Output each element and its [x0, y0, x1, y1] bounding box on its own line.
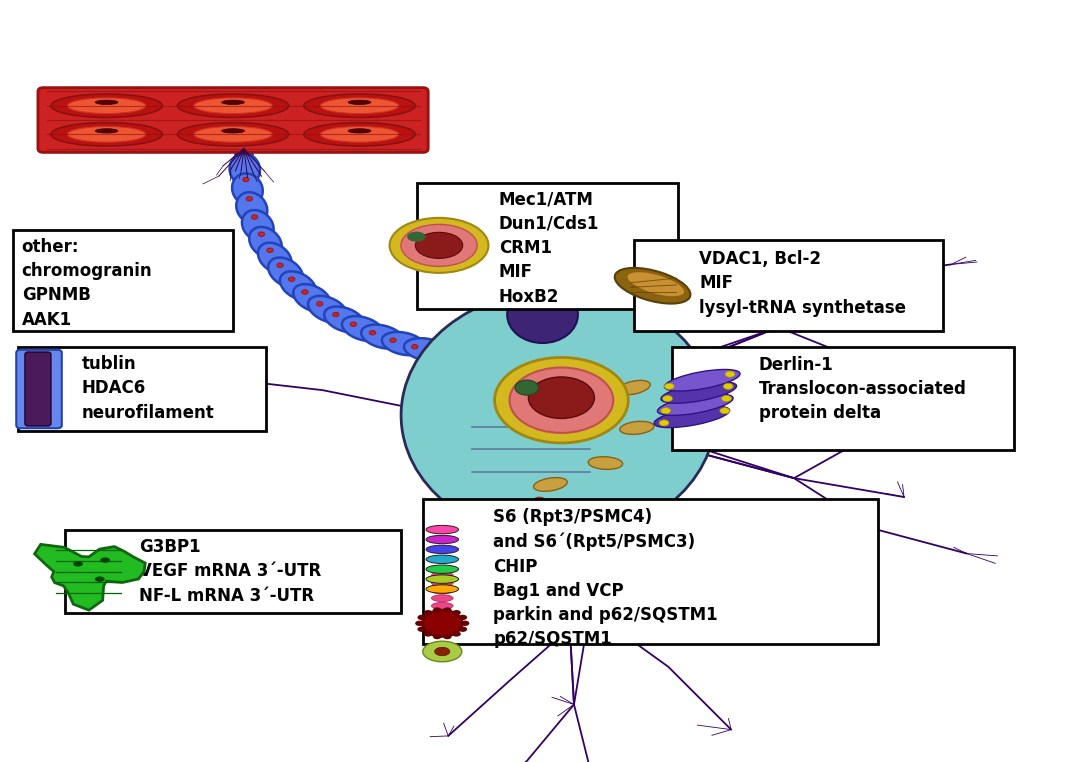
Ellipse shape — [242, 210, 273, 242]
Ellipse shape — [341, 316, 384, 341]
Text: tublin
HDAC6
neurofilament: tublin HDAC6 neurofilament — [81, 355, 214, 421]
Ellipse shape — [293, 284, 331, 312]
Ellipse shape — [515, 380, 539, 395]
Ellipse shape — [232, 174, 262, 205]
Ellipse shape — [654, 406, 730, 427]
Ellipse shape — [95, 577, 104, 582]
Ellipse shape — [571, 502, 583, 510]
Ellipse shape — [494, 357, 629, 443]
Ellipse shape — [507, 287, 578, 343]
FancyBboxPatch shape — [417, 183, 678, 309]
Ellipse shape — [431, 587, 453, 594]
Ellipse shape — [615, 268, 691, 303]
Text: VDAC1, Bcl-2
MIF
lysyl-tRNA synthetase: VDAC1, Bcl-2 MIF lysyl-tRNA synthetase — [699, 250, 906, 316]
Ellipse shape — [243, 178, 249, 182]
Ellipse shape — [443, 607, 452, 613]
Ellipse shape — [426, 535, 459, 544]
Text: other:
chromogranin
GPNMB
AAK1: other: chromogranin GPNMB AAK1 — [22, 238, 153, 328]
Text: S6 (Rpt3/PSMC4)
and S6´(Rpt5/PSMC3)
CHIP
Bag1 and VCP
parkin and p62/SQSTM1
p62/: S6 (Rpt3/PSMC4) and S6´(Rpt5/PSMC3) CHIP… — [493, 508, 718, 648]
Ellipse shape — [194, 126, 272, 142]
Ellipse shape — [408, 232, 426, 242]
Ellipse shape — [658, 394, 733, 415]
FancyBboxPatch shape — [65, 530, 401, 613]
Ellipse shape — [324, 306, 364, 332]
Ellipse shape — [722, 395, 732, 402]
Ellipse shape — [251, 215, 258, 219]
Ellipse shape — [459, 615, 467, 620]
Ellipse shape — [528, 377, 594, 418]
FancyBboxPatch shape — [25, 352, 51, 426]
Ellipse shape — [509, 367, 614, 433]
Ellipse shape — [280, 271, 317, 300]
Ellipse shape — [723, 383, 733, 389]
Ellipse shape — [426, 565, 459, 574]
Ellipse shape — [321, 126, 399, 142]
Ellipse shape — [249, 227, 282, 258]
Ellipse shape — [321, 98, 399, 114]
Text: Derlin-1
Translocon-associated
protein delta: Derlin-1 Translocon-associated protein d… — [759, 356, 967, 422]
Ellipse shape — [412, 344, 418, 349]
Ellipse shape — [664, 370, 740, 391]
Ellipse shape — [51, 94, 163, 117]
Text: G3BP1
VEGF mRNA 3´-UTR
NF-L mRNA 3´-UTR: G3BP1 VEGF mRNA 3´-UTR NF-L mRNA 3´-UTR — [139, 538, 321, 604]
Ellipse shape — [661, 408, 671, 414]
Ellipse shape — [95, 129, 118, 133]
Ellipse shape — [404, 338, 449, 361]
Ellipse shape — [194, 98, 272, 114]
Ellipse shape — [452, 610, 461, 616]
Ellipse shape — [459, 626, 467, 632]
Ellipse shape — [230, 153, 260, 185]
Ellipse shape — [500, 397, 528, 414]
Ellipse shape — [221, 100, 245, 104]
Ellipse shape — [389, 338, 396, 343]
Ellipse shape — [333, 312, 339, 317]
Ellipse shape — [389, 218, 489, 273]
Ellipse shape — [662, 395, 672, 402]
Ellipse shape — [565, 373, 598, 387]
Ellipse shape — [405, 374, 507, 443]
Ellipse shape — [258, 243, 292, 273]
Ellipse shape — [533, 497, 545, 504]
Ellipse shape — [74, 561, 83, 567]
Ellipse shape — [423, 642, 462, 661]
FancyBboxPatch shape — [18, 347, 266, 431]
Ellipse shape — [267, 248, 273, 252]
Ellipse shape — [304, 123, 415, 146]
Ellipse shape — [417, 626, 426, 632]
Ellipse shape — [620, 421, 654, 434]
Ellipse shape — [361, 325, 404, 349]
FancyBboxPatch shape — [634, 240, 943, 331]
Ellipse shape — [433, 634, 441, 639]
Ellipse shape — [51, 123, 163, 146]
Ellipse shape — [725, 371, 735, 377]
Ellipse shape — [382, 332, 425, 355]
FancyBboxPatch shape — [13, 230, 233, 331]
Ellipse shape — [236, 192, 268, 224]
Ellipse shape — [415, 232, 463, 258]
Ellipse shape — [221, 129, 245, 133]
Ellipse shape — [276, 263, 283, 267]
Ellipse shape — [659, 420, 669, 426]
Ellipse shape — [617, 380, 650, 395]
FancyBboxPatch shape — [16, 350, 62, 428]
Ellipse shape — [661, 382, 736, 403]
Ellipse shape — [426, 555, 459, 564]
Ellipse shape — [348, 100, 371, 104]
FancyBboxPatch shape — [423, 499, 878, 644]
Text: Mec1/ATM
Dun1/Cds1
CRM1
MIF
HoxB2: Mec1/ATM Dun1/Cds1 CRM1 MIF HoxB2 — [499, 190, 599, 306]
Ellipse shape — [424, 610, 433, 616]
Ellipse shape — [67, 126, 145, 142]
Ellipse shape — [424, 631, 433, 636]
Ellipse shape — [246, 197, 253, 201]
Ellipse shape — [415, 620, 424, 626]
Ellipse shape — [422, 610, 463, 637]
Ellipse shape — [431, 594, 453, 602]
Ellipse shape — [443, 634, 452, 639]
Ellipse shape — [452, 631, 461, 636]
Ellipse shape — [431, 580, 453, 587]
Ellipse shape — [627, 271, 685, 297]
Ellipse shape — [268, 258, 304, 287]
Ellipse shape — [178, 94, 288, 117]
Ellipse shape — [100, 558, 111, 562]
Ellipse shape — [288, 277, 295, 281]
